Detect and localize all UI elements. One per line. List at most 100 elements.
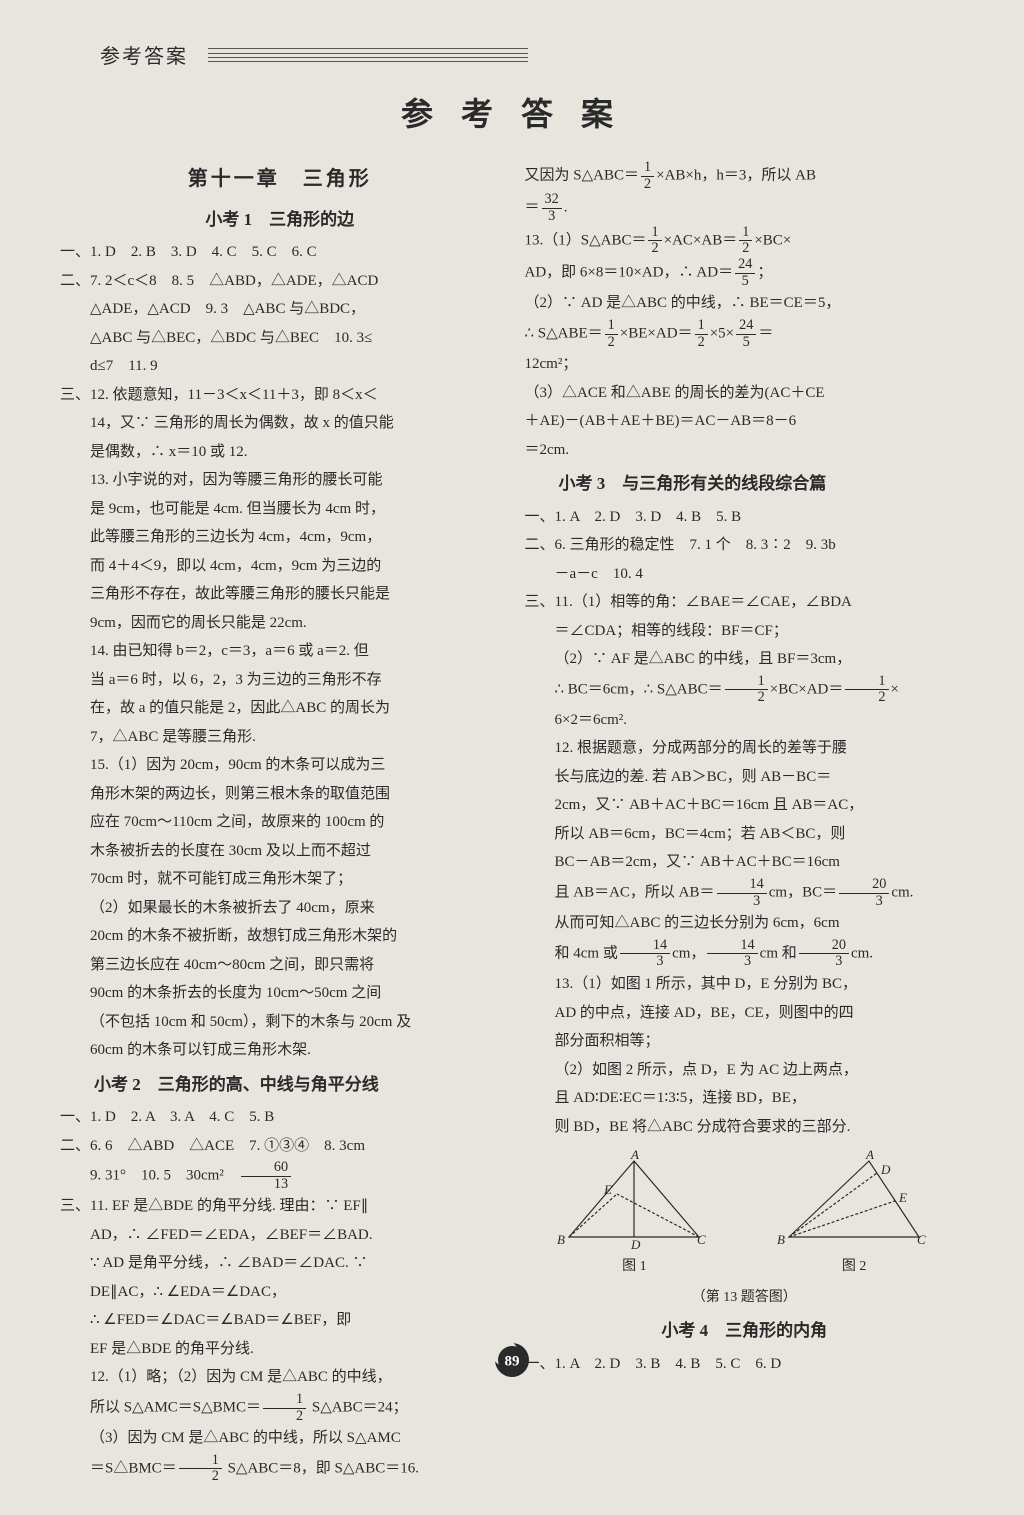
fraction: 12 bbox=[648, 225, 661, 257]
fraction: 245 bbox=[736, 318, 756, 350]
fraction: 12 bbox=[263, 1392, 306, 1424]
text-line: 又因为 S△ABC＝12×AB×h，h＝3，所以 AB bbox=[525, 160, 965, 192]
text-line: 70cm 时，就不可能钉成三角形木架了； bbox=[60, 865, 500, 894]
text: S△ABC＝24； bbox=[308, 1400, 407, 1416]
text-line: 当 a＝6 时，以 6，2，3 为三边的三角形不存 bbox=[60, 666, 500, 695]
page-container: 参考答案 参 考 答 案 第十一章 三角形 小考 1 三角形的边 一、1. D … bbox=[0, 0, 1024, 1515]
fraction: 203 bbox=[839, 877, 889, 909]
text: cm， bbox=[672, 945, 705, 961]
text: 和 4cm 或 bbox=[555, 945, 618, 961]
text-line: 60cm 的木条可以钉成三角形木架. bbox=[60, 1036, 500, 1065]
text: 且 AB＝AC，所以 AB＝ bbox=[555, 884, 715, 900]
svg-text:D: D bbox=[630, 1237, 641, 1252]
svg-text:A: A bbox=[865, 1149, 874, 1162]
text: × bbox=[891, 681, 899, 697]
text-line: 12cm²； bbox=[525, 350, 965, 379]
section-4-title: 小考 4 三角形的内角 bbox=[525, 1315, 965, 1347]
text-line: ＋AE)－(AB＋AE＋BE)＝AC－AB＝8－6 bbox=[525, 407, 965, 436]
text-line: 角形木架的两边长，则第三根木条的取值范围 bbox=[60, 780, 500, 809]
text-line: 15.（1）因为 20cm，90cm 的木条可以成为三 bbox=[60, 751, 500, 780]
text-line: ∴ ∠FED＝∠DAC＝∠BAD＝∠BEF，即 bbox=[60, 1306, 500, 1335]
columns: 第十一章 三角形 小考 1 三角形的边 一、1. D 2. B 3. D 4. … bbox=[60, 160, 964, 1485]
fraction: 12 bbox=[695, 318, 708, 350]
text-line: 二、6. 6 △ABD △ACE 7. ①③④ 8. 3cm bbox=[60, 1132, 500, 1161]
text: ×AC×AB＝ bbox=[664, 232, 738, 248]
text: ×5× bbox=[710, 325, 734, 341]
text-line: 7，△ABC 是等腰三角形. bbox=[60, 723, 500, 752]
triangle-diagram-2: A B C D E bbox=[769, 1149, 939, 1254]
text-line: 二、7. 2＜c＜8 8. 5 △ABD，△ADE，△ACD bbox=[60, 267, 500, 296]
svg-text:D: D bbox=[880, 1162, 891, 1177]
left-column: 第十一章 三角形 小考 1 三角形的边 一、1. D 2. B 3. D 4. … bbox=[60, 160, 500, 1485]
text-line: 则 BD，BE 将△ABC 分成符合要求的三部分. bbox=[525, 1113, 965, 1142]
text-line: △ADE，△ACD 9. 3 △ABC 与△BDC， bbox=[60, 295, 500, 324]
text: 13.（1）S△ABC＝ bbox=[525, 232, 647, 248]
header-rule-lines bbox=[208, 48, 528, 62]
fraction: 143 bbox=[717, 877, 767, 909]
text-line: 所以 S△AMC＝S△BMC＝12 S△ABC＝24； bbox=[60, 1392, 500, 1424]
svg-text:E: E bbox=[603, 1182, 612, 1197]
text-line: ＝2cm. bbox=[525, 436, 965, 465]
text-line: DE∥AC，∴ ∠EDA＝∠DAC， bbox=[60, 1278, 500, 1307]
text: ×BC× bbox=[754, 232, 791, 248]
text: ×BE×AD＝ bbox=[620, 325, 693, 341]
svg-text:A: A bbox=[630, 1149, 639, 1162]
text-line: 二、6. 三角形的稳定性 7. 1 个 8. 3∶2 9. 3b bbox=[525, 531, 965, 560]
svg-text:E: E bbox=[898, 1190, 907, 1205]
fraction: 12 bbox=[179, 1453, 222, 1485]
text-line: 14，又∵ 三角形的周长为偶数，故 x 的值只能 bbox=[60, 409, 500, 438]
text-line: d≤7 11. 9 bbox=[60, 352, 500, 381]
text-line: 12. 根据题意，分成两部分的周长的差等于腰 bbox=[525, 734, 965, 763]
text-line: （3）△ACE 和△ABE 的周长的差为(AC＋CE bbox=[525, 379, 965, 408]
text: cm，BC＝ bbox=[769, 884, 837, 900]
text-line: 所以 AB＝6cm，BC＝4cm；若 AB＜BC，则 bbox=[525, 820, 965, 849]
text-line: 三、11. EF 是△BDE 的角平分线. 理由：∵ EF∥ bbox=[60, 1192, 500, 1221]
fraction: 12 bbox=[739, 225, 752, 257]
text-line: ＝S△BMC＝12 S△ABC＝8，即 S△ABC＝16. bbox=[60, 1453, 500, 1485]
text: cm. bbox=[851, 945, 873, 961]
text: AD，即 6×8＝10×AD，∴ AD＝ bbox=[525, 265, 734, 281]
text-line: 一、1. D 2. B 3. D 4. C 5. C 6. C bbox=[60, 238, 500, 267]
text-line: （不包括 10cm 和 50cm），剩下的木条与 20cm 及 bbox=[60, 1008, 500, 1037]
text-line: 20cm 的木条不被折断，故想钉成三角形木架的 bbox=[60, 922, 500, 951]
text-line: （3）因为 CM 是△ABC 的中线，所以 S△AMC bbox=[60, 1424, 500, 1453]
text-line: 应在 70cm～110cm 之间，故原来的 100cm 的 bbox=[60, 808, 500, 837]
text: ＝ bbox=[758, 325, 773, 341]
text-line: －a－c 10. 4 bbox=[525, 560, 965, 589]
fraction: 12 bbox=[605, 318, 618, 350]
text-line: 2cm，又∵ AB＋AC＋BC＝16cm 且 AB＝AC， bbox=[525, 791, 965, 820]
text-line: 三、12. 依题意知，11－3＜x＜11＋3，即 8＜x＜ bbox=[60, 381, 500, 410]
fraction: 6013 bbox=[241, 1160, 291, 1192]
text-line: 且 AD∶DE∶EC＝1∶3∶5，连接 BD，BE， bbox=[525, 1084, 965, 1113]
text-line: ＝323. bbox=[525, 192, 965, 224]
fraction: 203 bbox=[799, 938, 849, 970]
header-label: 参考答案 bbox=[100, 40, 188, 69]
figure-2: A B C D E 图 2 bbox=[769, 1149, 939, 1281]
text-line: 9. 31° 10. 5 30cm² 6013 bbox=[60, 1160, 500, 1192]
text-line: AD 的中点，连接 AD，BE，CE，则图中的四 bbox=[525, 999, 965, 1028]
text-line: 9cm，因而它的周长只能是 22cm. bbox=[60, 609, 500, 638]
text-line: AD，即 6×8＝10×AD，∴ AD＝245； bbox=[525, 257, 965, 289]
text-line: 长与底边的差. 若 AB＞BC，则 AB－BC＝ bbox=[525, 763, 965, 792]
text-line: ∵ AD 是角平分线，∴ ∠BAD＝∠DAC. ∵ bbox=[60, 1249, 500, 1278]
text: cm 和 bbox=[760, 945, 797, 961]
fraction: 143 bbox=[707, 938, 757, 970]
text-line: （2）∵ AD 是△ABC 的中线，∴ BE＝CE＝5， bbox=[525, 289, 965, 318]
fraction: 143 bbox=[620, 938, 670, 970]
fraction: 12 bbox=[641, 160, 654, 192]
text-line: 三、11.（1）相等的角：∠BAE＝∠CAE，∠BDA bbox=[525, 588, 965, 617]
svg-text:C: C bbox=[697, 1232, 706, 1247]
main-title: 参 考 答 案 bbox=[60, 89, 964, 135]
text-line: ＝∠CDA；相等的线段：BF＝CF； bbox=[525, 617, 965, 646]
text-line: ∴ S△ABE＝12×BE×AD＝12×5×245＝ bbox=[525, 318, 965, 350]
text-line: EF 是△BDE 的角平分线. bbox=[60, 1335, 500, 1364]
text-line: 第三边长应在 40cm～80cm 之间，即只需将 bbox=[60, 951, 500, 980]
figure-1: A B C D E 图 1 bbox=[549, 1149, 719, 1281]
text: ＝ bbox=[525, 200, 540, 216]
chapter-title: 第十一章 三角形 bbox=[60, 160, 500, 198]
svg-text:B: B bbox=[557, 1232, 565, 1247]
svg-text:C: C bbox=[917, 1232, 926, 1247]
text: ； bbox=[757, 265, 772, 281]
text: 9. 31° 10. 5 30cm² bbox=[90, 1168, 239, 1184]
section-2-title: 小考 2 三角形的高、中线与角平分线 bbox=[60, 1069, 500, 1101]
